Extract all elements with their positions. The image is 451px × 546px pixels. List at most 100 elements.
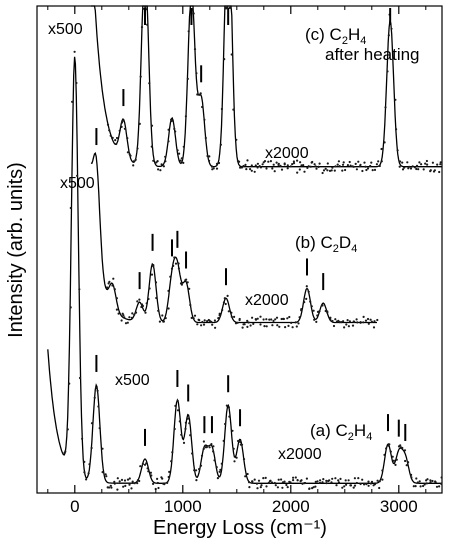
data-point [251, 480, 254, 483]
data-point [367, 480, 370, 483]
data-point [200, 324, 203, 327]
data-point [259, 486, 262, 489]
gain-label-low: x500 [60, 175, 95, 192]
data-point [173, 127, 176, 130]
series-label-line2: after heating [325, 45, 420, 64]
data-point [148, 287, 151, 290]
data-point [172, 264, 175, 267]
data-point [361, 478, 364, 481]
data-point [187, 30, 190, 33]
data-point [291, 326, 294, 329]
data-point [329, 316, 332, 319]
data-point [176, 409, 180, 412]
data-point [265, 318, 268, 321]
data-point [316, 314, 319, 317]
data-point [415, 164, 419, 167]
data-point [325, 482, 328, 485]
data-point [210, 165, 214, 168]
data-point [198, 319, 201, 322]
data-point [144, 6, 147, 9]
data-point [69, 306, 72, 309]
data-point [333, 169, 336, 172]
data-point [250, 169, 253, 172]
data-point [218, 470, 221, 473]
data-point [331, 166, 334, 169]
data-point [299, 161, 302, 164]
data-point [246, 319, 249, 322]
data-point [436, 163, 439, 166]
data-point [220, 107, 223, 111]
data-point [225, 404, 228, 407]
data-point [155, 296, 158, 300]
data-point [253, 478, 256, 481]
data-point [204, 136, 207, 140]
data-point [219, 143, 222, 146]
data-point [150, 273, 154, 276]
data-point [366, 317, 370, 321]
data-point [389, 450, 392, 453]
data-point [206, 154, 209, 158]
data-point [349, 484, 353, 487]
data-point [213, 319, 216, 322]
data-point [373, 483, 377, 486]
data-point [118, 480, 121, 483]
data-point [167, 475, 170, 479]
data-point [328, 479, 331, 482]
data-point [140, 26, 144, 29]
data-point [377, 160, 380, 163]
data-point [312, 309, 315, 312]
data-point [310, 305, 313, 308]
data-point [217, 317, 220, 320]
data-point [150, 124, 154, 127]
data-point [265, 167, 268, 170]
data-point [170, 460, 173, 463]
data-point [383, 141, 386, 144]
gain-label-high: x2000 [278, 446, 322, 463]
data-point [115, 136, 119, 140]
data-point [321, 304, 324, 307]
data-point [139, 75, 142, 78]
data-point [126, 137, 129, 140]
data-point [438, 485, 441, 488]
data-point [178, 420, 181, 423]
data-point [281, 486, 284, 489]
data-point [280, 478, 283, 481]
data-point [285, 483, 288, 487]
data-point [309, 165, 312, 168]
data-point [300, 479, 303, 482]
data-point [184, 115, 187, 118]
data-point [168, 470, 171, 473]
data-point [287, 324, 290, 327]
data-point [334, 477, 337, 480]
data-point [105, 475, 108, 478]
data-point [357, 160, 360, 163]
data-point [233, 315, 236, 318]
data-point [373, 320, 376, 323]
gain-label-high: x2000 [245, 292, 289, 309]
data-point [208, 446, 211, 449]
data-point [138, 122, 141, 125]
data-point [215, 167, 219, 170]
data-point [381, 469, 384, 472]
data-point [212, 445, 215, 448]
data-point [405, 464, 408, 467]
data-point [174, 404, 177, 407]
data-point [233, 460, 236, 463]
series-line-0 [91, 5, 442, 168]
data-point [176, 399, 179, 402]
data-point [203, 319, 206, 322]
data-point [321, 171, 324, 175]
data-point [130, 487, 133, 490]
data-point [120, 125, 123, 128]
data-point [373, 168, 377, 171]
data-point [359, 321, 362, 324]
data-point [163, 483, 166, 486]
data-point [64, 450, 67, 453]
data-point [195, 479, 198, 482]
data-point [143, 463, 147, 466]
data-point [157, 309, 160, 312]
data-point [83, 460, 86, 463]
data-point [286, 164, 289, 167]
data-point [314, 480, 317, 483]
data-point [297, 322, 300, 325]
